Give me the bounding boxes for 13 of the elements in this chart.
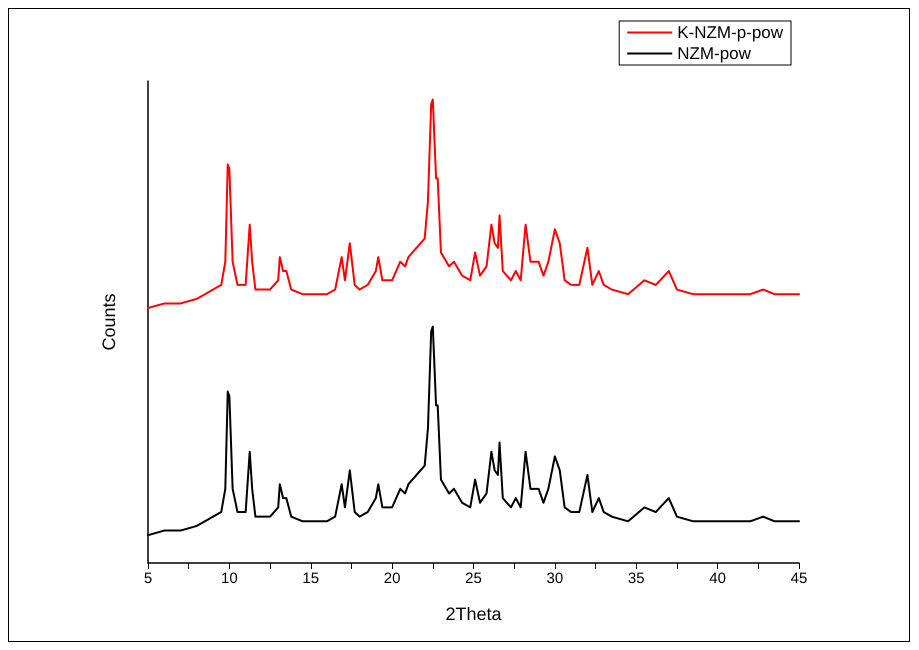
x-tick-label: 25 bbox=[465, 570, 482, 587]
x-axis-title: 2Theta bbox=[445, 604, 503, 624]
x-tick-label: 40 bbox=[709, 570, 726, 587]
y-axis-title: Counts bbox=[99, 293, 119, 351]
x-tick-label: 20 bbox=[384, 570, 400, 587]
x-tick-label: 35 bbox=[628, 570, 645, 587]
legend-label: NZM-pow bbox=[677, 44, 752, 63]
x-tick-label: 5 bbox=[144, 570, 152, 587]
x-tick-label: 10 bbox=[221, 570, 238, 587]
x-tick-label: 15 bbox=[302, 570, 320, 587]
x-tick-label: 45 bbox=[790, 570, 808, 587]
legend-label: K-NZM-p-pow bbox=[677, 23, 784, 42]
x-tick-label: 30 bbox=[546, 570, 564, 587]
